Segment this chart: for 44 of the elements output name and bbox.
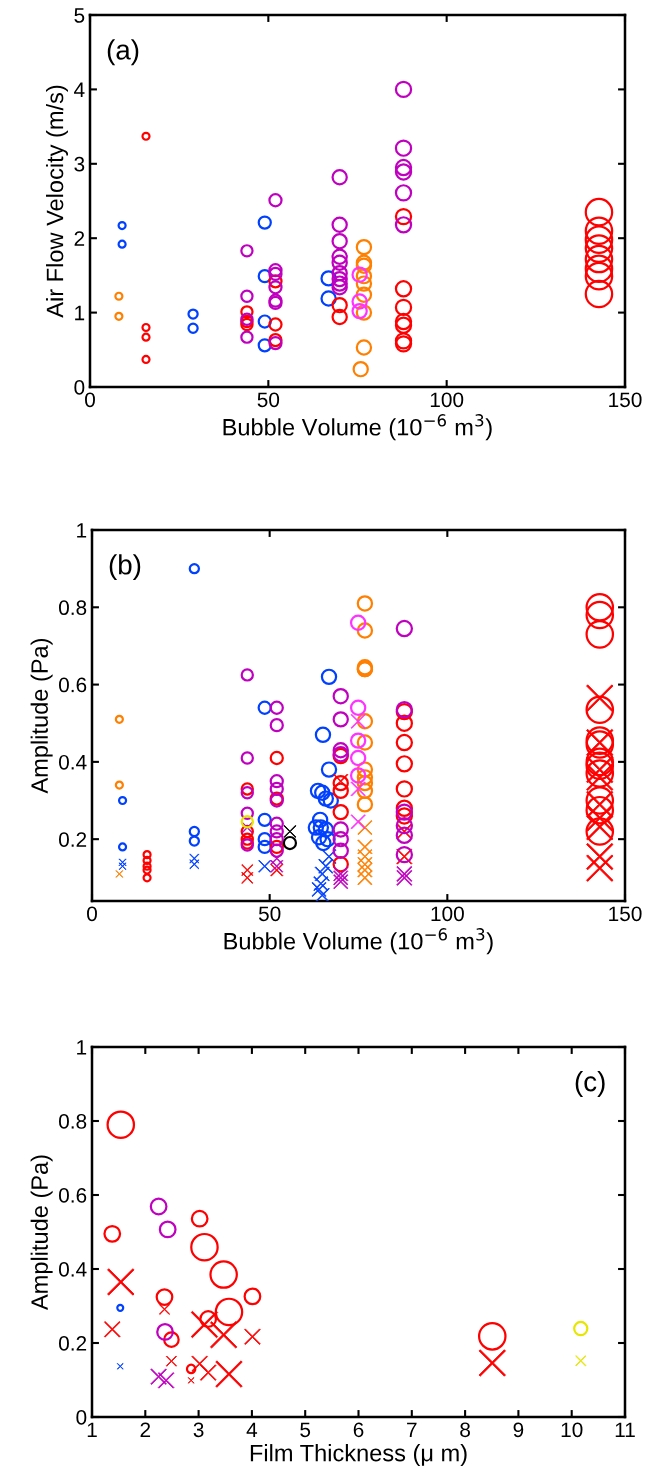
y-axis-title: Amplitude (Pa)	[30, 1155, 53, 1311]
y-tick-label: 0.4	[58, 1262, 87, 1277]
annotation: (b)	[109, 554, 141, 581]
y-tick-label: 1	[75, 305, 85, 321]
x-axis-title: Film Thickness (μ m)	[250, 1444, 467, 1467]
y-tick-label: 5	[74, 8, 85, 23]
x-tick-label: 100	[430, 392, 464, 408]
annotation: (c)	[575, 1071, 605, 1097]
x-tick-label: 5	[300, 1422, 311, 1438]
y-tick-label: 1	[77, 1040, 87, 1055]
y-tick-label: 0	[74, 380, 85, 395]
y-tick-label: 2	[74, 231, 85, 246]
y-tick-label: 0.6	[58, 1188, 87, 1203]
y-axis-title: Amplitude (Pa)	[30, 638, 53, 794]
x-tick-label: 4	[246, 1422, 258, 1437]
x-axis-title: Bubble Volume (10$^{−6}$ m$^{3}$)	[224, 928, 493, 955]
y-tick-label: 0.8	[58, 600, 87, 616]
x-axis-title: Bubble Volume (10$^{−6}$ m$^{3}$)	[223, 414, 492, 441]
x-tick-label: 150	[609, 906, 642, 922]
x-tick-label: 7	[407, 1422, 417, 1437]
annotation: (a)	[107, 39, 139, 66]
y-tick-label: 0.2	[58, 832, 87, 847]
y-tick-label: 0.8	[58, 1114, 87, 1129]
y-axis-title: Air Flow Velocity (m/s)	[45, 85, 68, 318]
y-tick-label: 0.4	[58, 754, 87, 770]
x-tick-label: 50	[257, 392, 280, 408]
y-tick-label: 0.2	[58, 1336, 87, 1351]
y-tick-label: 0.6	[58, 677, 87, 693]
x-tick-label: 9	[513, 1422, 524, 1438]
x-tick-label: 3	[193, 1422, 204, 1438]
x-tick-label: 11	[615, 1422, 635, 1437]
x-tick-label: 50	[258, 906, 281, 922]
x-tick-label: 1	[87, 1422, 97, 1437]
y-tick-label: 3	[74, 156, 85, 172]
x-tick-label: 10	[561, 1422, 583, 1438]
x-tick-label: 8	[460, 1422, 470, 1438]
x-tick-label: 0	[87, 906, 97, 922]
x-tick-label: 2	[140, 1422, 151, 1437]
x-tick-label: 150	[609, 392, 642, 408]
x-tick-label: 6	[353, 1422, 364, 1438]
y-tick-label: 0	[76, 1410, 87, 1425]
x-tick-label: 100	[431, 906, 464, 922]
y-tick-label: 4	[74, 82, 85, 97]
y-tick-label: 1	[77, 523, 87, 538]
